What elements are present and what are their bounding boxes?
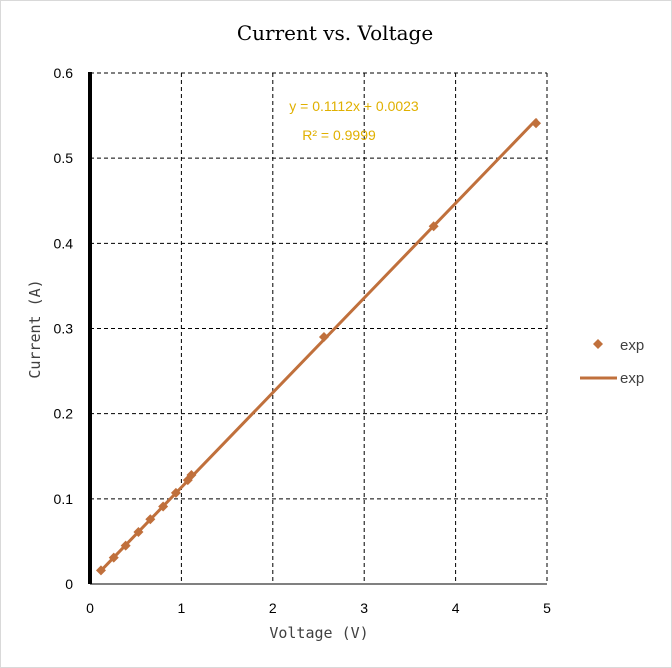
x-axis-title: Voltage (V) (269, 624, 368, 642)
x-tick-label: 5 (543, 600, 551, 616)
trendline-equation: y = 0.1112x + 0.0023 (289, 98, 419, 114)
data-point (120, 540, 131, 551)
legend-marker-diamond (593, 339, 603, 349)
legend-label-trendline: exp (620, 370, 644, 387)
tick-labels: 0 1 2 3 4 5 0 0.1 0.2 0.3 0.4 0.5 0.6 (54, 65, 552, 616)
chart-title: Current vs. Voltage (237, 21, 433, 45)
data-point (170, 487, 181, 498)
data-point (186, 469, 197, 480)
x-tick-label: 2 (269, 600, 277, 616)
y-tick-label: 0.5 (54, 150, 74, 166)
x-tick-label: 1 (178, 600, 186, 616)
data-point (108, 552, 119, 563)
axes (88, 72, 547, 585)
data-point (158, 501, 169, 512)
legend: exp exp (580, 337, 644, 387)
data-point (531, 118, 542, 129)
grid-lines (90, 72, 548, 584)
data-point (145, 514, 156, 525)
series (95, 118, 542, 576)
y-tick-label: 0.4 (54, 235, 74, 251)
y-axis-title: Current (A) (26, 279, 44, 378)
data-point (318, 332, 329, 343)
data-point (133, 527, 144, 538)
trendline (99, 118, 538, 573)
x-tick-label: 4 (452, 600, 460, 616)
y-tick-label: 0 (65, 576, 73, 592)
data-point (428, 221, 439, 232)
y-tick-label: 0.6 (54, 65, 74, 81)
x-tick-label: 3 (360, 600, 368, 616)
data-point (95, 565, 106, 576)
trendline-r-squared: R² = 0.9999 (302, 127, 376, 143)
legend-label-markers: exp (620, 337, 644, 354)
y-tick-label: 0.2 (54, 406, 74, 422)
y-tick-label: 0.1 (54, 491, 74, 507)
x-tick-label: 0 (86, 600, 94, 616)
y-tick-label: 0.3 (54, 321, 74, 337)
